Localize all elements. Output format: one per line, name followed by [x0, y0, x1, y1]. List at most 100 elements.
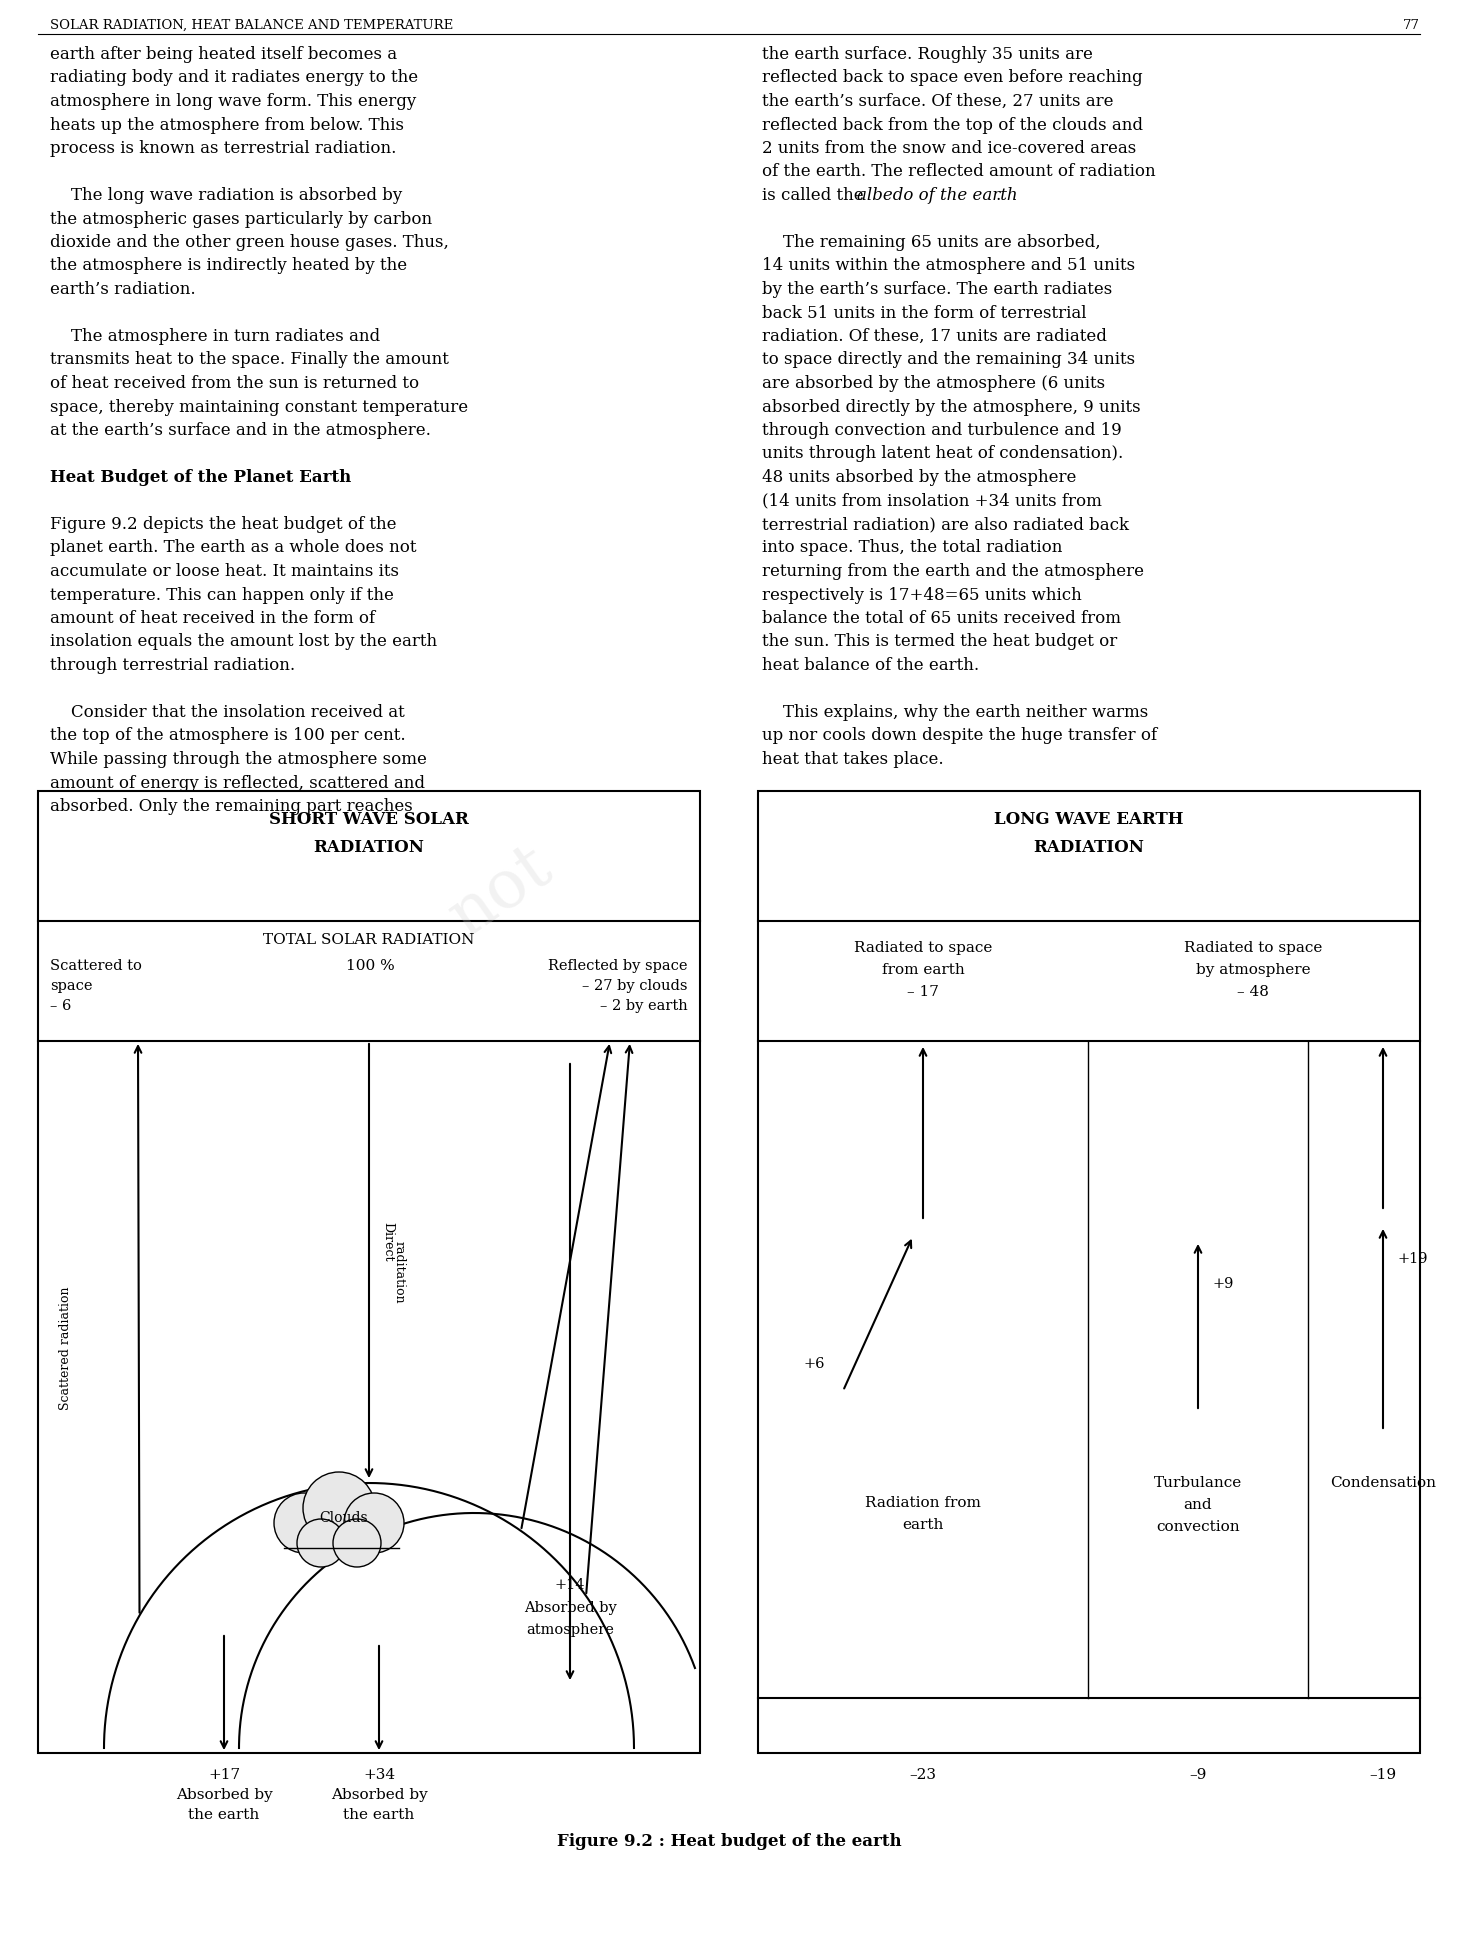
Text: of heat received from the sun is returned to: of heat received from the sun is returne… — [50, 375, 418, 392]
Text: by atmosphere: by atmosphere — [1196, 963, 1311, 976]
Text: +9: +9 — [1213, 1277, 1235, 1291]
Text: the earth surface. Roughly 35 units are: the earth surface. Roughly 35 units are — [763, 47, 1094, 62]
Text: units through latent heat of condensation).: units through latent heat of condensatio… — [763, 446, 1123, 462]
Text: +6: +6 — [803, 1357, 825, 1370]
Text: by the earth’s surface. The earth radiates: by the earth’s surface. The earth radiat… — [763, 281, 1112, 299]
Text: earth’s radiation.: earth’s radiation. — [50, 281, 195, 299]
Text: albedo of the earth: albedo of the earth — [857, 186, 1018, 204]
Text: (14 units from insolation +34 units from: (14 units from insolation +34 units from — [763, 493, 1102, 509]
Text: at the earth’s surface and in the atmosphere.: at the earth’s surface and in the atmosp… — [50, 421, 432, 439]
Text: absorbed. Only the remaining part reaches: absorbed. Only the remaining part reache… — [50, 798, 413, 815]
Text: the sun. This is termed the heat budget or: the sun. This is termed the heat budget … — [763, 633, 1117, 650]
Text: the earth: the earth — [344, 1807, 414, 1823]
Text: insolation equals the amount lost by the earth: insolation equals the amount lost by the… — [50, 633, 437, 650]
Text: accumulate or loose heat. It maintains its: accumulate or loose heat. It maintains i… — [50, 563, 399, 580]
Text: – 2 by earth: – 2 by earth — [601, 1000, 688, 1013]
Text: – 27 by clouds: – 27 by clouds — [583, 978, 688, 994]
Text: +34: +34 — [363, 1768, 395, 1782]
Text: the atmosphere is indirectly heated by the: the atmosphere is indirectly heated by t… — [50, 258, 407, 274]
Text: respectively is 17+48=65 units which: respectively is 17+48=65 units which — [763, 586, 1082, 604]
Text: to space directly and the remaining 34 units: to space directly and the remaining 34 u… — [763, 351, 1136, 369]
Text: the atmospheric gases particularly by carbon: the atmospheric gases particularly by ca… — [50, 210, 432, 227]
Text: – 17: – 17 — [907, 984, 939, 1000]
Text: balance the total of 65 units received from: balance the total of 65 units received f… — [763, 609, 1121, 627]
Text: 14 units within the atmosphere and 51 units: 14 units within the atmosphere and 51 un… — [763, 258, 1136, 274]
Text: the top of the atmosphere is 100 per cent.: the top of the atmosphere is 100 per cen… — [50, 728, 405, 745]
Text: The long wave radiation is absorbed by: The long wave radiation is absorbed by — [50, 186, 402, 204]
Text: atmosphere: atmosphere — [526, 1623, 614, 1636]
Bar — [38, 792, 700, 1753]
Text: Absorbed by: Absorbed by — [523, 1601, 617, 1615]
Circle shape — [297, 1520, 346, 1566]
Text: 48 units absorbed by the atmosphere: 48 units absorbed by the atmosphere — [763, 470, 1076, 485]
Text: absorbed directly by the atmosphere, 9 units: absorbed directly by the atmosphere, 9 u… — [763, 398, 1140, 415]
Text: Condensation: Condensation — [1330, 1475, 1436, 1491]
Text: Figure 9.2 depicts the heat budget of the: Figure 9.2 depicts the heat budget of th… — [50, 516, 397, 534]
Text: earth after being heated itself becomes a: earth after being heated itself becomes … — [50, 47, 397, 62]
Text: –9: –9 — [1190, 1768, 1207, 1782]
Text: SHORT WAVE SOLAR: SHORT WAVE SOLAR — [270, 811, 469, 829]
Text: terrestrial radiation) are also radiated back: terrestrial radiation) are also radiated… — [763, 516, 1128, 534]
Text: This explains, why the earth neither warms: This explains, why the earth neither war… — [763, 705, 1149, 720]
Text: Turbulance: Turbulance — [1153, 1475, 1242, 1491]
Text: +19: +19 — [1398, 1252, 1429, 1266]
Text: through convection and turbulence and 19: through convection and turbulence and 19 — [763, 421, 1121, 439]
Text: Radiated to space: Radiated to space — [854, 941, 993, 955]
Text: returning from the earth and the atmosphere: returning from the earth and the atmosph… — [763, 563, 1145, 580]
Text: atmosphere in long wave form. This energy: atmosphere in long wave form. This energ… — [50, 93, 416, 111]
Circle shape — [303, 1471, 375, 1543]
Text: are absorbed by the atmosphere (6 units: are absorbed by the atmosphere (6 units — [763, 375, 1105, 392]
Text: radiation. Of these, 17 units are radiated: radiation. Of these, 17 units are radiat… — [763, 328, 1107, 345]
Text: Absorbed by: Absorbed by — [175, 1788, 273, 1801]
Text: TOTAL SOLAR RADIATION: TOTAL SOLAR RADIATION — [264, 934, 475, 947]
Text: up nor cools down despite the huge transfer of: up nor cools down despite the huge trans… — [763, 728, 1158, 745]
Text: through terrestrial radiation.: through terrestrial radiation. — [50, 656, 295, 674]
Text: 2 units from the snow and ice-covered areas: 2 units from the snow and ice-covered ar… — [763, 140, 1136, 157]
Text: Reflected by space: Reflected by space — [548, 959, 688, 972]
Text: and: and — [1184, 1498, 1212, 1512]
Text: space: space — [50, 978, 92, 994]
Text: Heat Budget of the Planet Earth: Heat Budget of the Planet Earth — [50, 470, 351, 485]
Text: 100 %: 100 % — [346, 959, 394, 972]
Text: amount of heat received in the form of: amount of heat received in the form of — [50, 609, 375, 627]
Text: –19: –19 — [1369, 1768, 1397, 1782]
Text: The remaining 65 units are absorbed,: The remaining 65 units are absorbed, — [763, 235, 1101, 250]
Text: The atmosphere in turn radiates and: The atmosphere in turn radiates and — [50, 328, 381, 345]
Text: transmits heat to the space. Finally the amount: transmits heat to the space. Finally the… — [50, 351, 449, 369]
Text: back 51 units in the form of terrestrial: back 51 units in the form of terrestrial — [763, 305, 1086, 322]
Text: – 48: – 48 — [1236, 984, 1268, 1000]
Circle shape — [274, 1493, 334, 1553]
Text: from earth: from earth — [882, 963, 964, 976]
Text: While passing through the atmosphere some: While passing through the atmosphere som… — [50, 751, 427, 769]
Text: LONG WAVE EARTH: LONG WAVE EARTH — [994, 811, 1184, 829]
Text: Scattered radiation: Scattered radiation — [60, 1287, 73, 1409]
Circle shape — [344, 1493, 404, 1553]
Text: – 6: – 6 — [50, 1000, 71, 1013]
Text: heat balance of the earth.: heat balance of the earth. — [763, 656, 980, 674]
Text: raditation: raditation — [394, 1240, 405, 1302]
Text: reflected back from the top of the clouds and: reflected back from the top of the cloud… — [763, 116, 1143, 134]
Text: Radiation from: Radiation from — [865, 1497, 981, 1510]
Text: earth: earth — [903, 1518, 943, 1531]
Text: Radiated to space: Radiated to space — [1184, 941, 1322, 955]
Text: RADIATION: RADIATION — [313, 839, 424, 856]
Text: –23: –23 — [910, 1768, 936, 1782]
Text: Figure 9.2 : Heat budget of the earth: Figure 9.2 : Heat budget of the earth — [557, 1832, 901, 1850]
Text: Scattered to: Scattered to — [50, 959, 141, 972]
Text: +14: +14 — [554, 1578, 585, 1592]
Text: heat that takes place.: heat that takes place. — [763, 751, 943, 769]
Text: radiating body and it radiates energy to the: radiating body and it radiates energy to… — [50, 70, 418, 87]
Text: Consider that the insolation received at: Consider that the insolation received at — [50, 705, 405, 720]
Text: heats up the atmosphere from below. This: heats up the atmosphere from below. This — [50, 116, 404, 134]
Bar — [758, 792, 1420, 1753]
Text: Direct: Direct — [381, 1223, 394, 1262]
Text: not: not — [436, 833, 564, 949]
Text: process is known as terrestrial radiation.: process is known as terrestrial radiatio… — [50, 140, 397, 157]
Text: dioxide and the other green house gases. Thus,: dioxide and the other green house gases.… — [50, 235, 449, 250]
Text: reflected back to space even before reaching: reflected back to space even before reac… — [763, 70, 1143, 87]
Text: the earth’s surface. Of these, 27 units are: the earth’s surface. Of these, 27 units … — [763, 93, 1114, 111]
Text: convection: convection — [1156, 1520, 1239, 1533]
Text: Clouds: Clouds — [319, 1510, 369, 1526]
Text: the earth: the earth — [188, 1807, 260, 1823]
Text: temperature. This can happen only if the: temperature. This can happen only if the — [50, 586, 394, 604]
